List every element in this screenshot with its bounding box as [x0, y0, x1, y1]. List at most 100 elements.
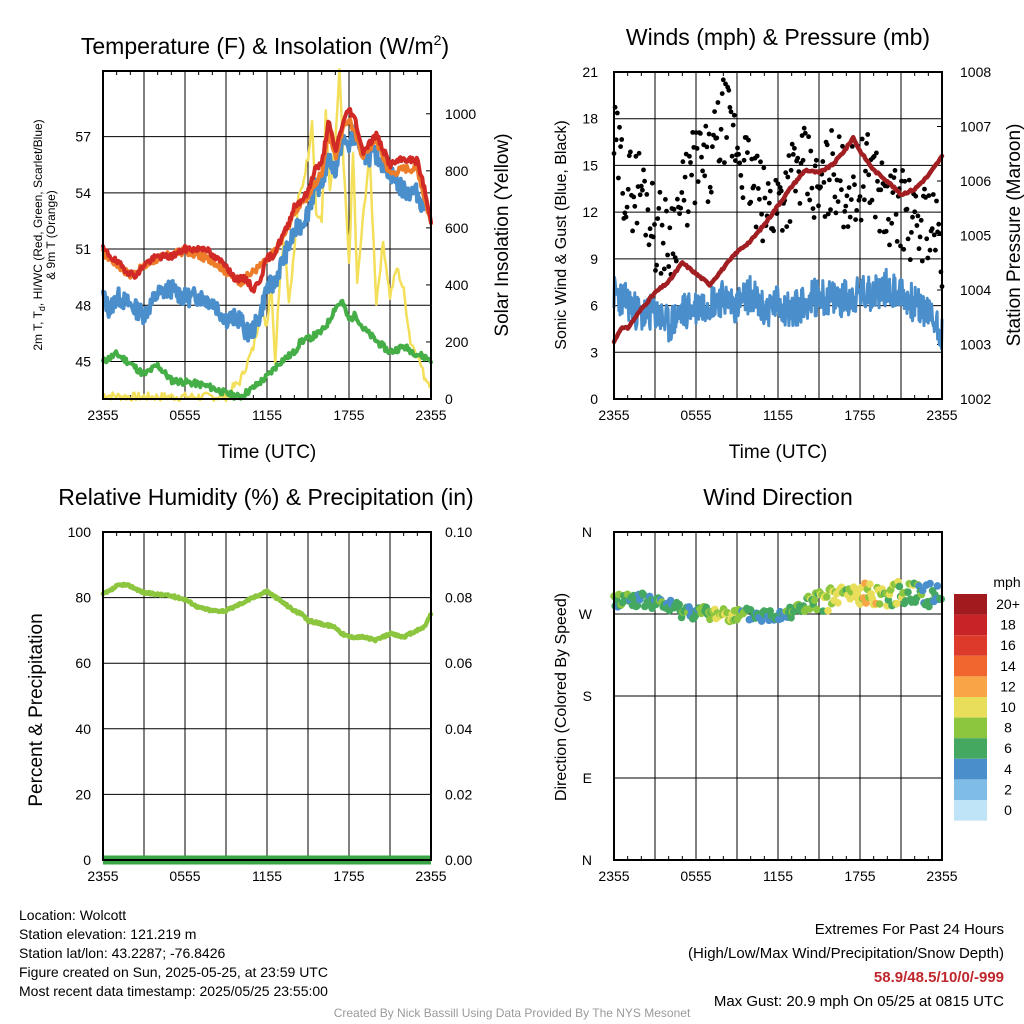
gust-point — [637, 192, 643, 198]
wind-yright-tick-label: 1005 — [960, 228, 991, 244]
direction-point — [862, 599, 870, 607]
wind-yright-tick-label: 1006 — [960, 173, 991, 189]
gust-point — [848, 197, 854, 203]
direction-point — [926, 579, 934, 588]
gust-point — [788, 167, 794, 173]
wind-y-tick-label: 9 — [590, 251, 598, 267]
winds-pressure-panel: 2355 0555 1155 1755 235503691215182110021003… — [553, 24, 1024, 463]
gust-point — [810, 206, 816, 212]
gust-point — [775, 181, 781, 187]
temp-x-label: Time (UTC) — [218, 442, 317, 463]
temp-yright-tick-label: 600 — [445, 220, 469, 236]
dir-border — [613, 531, 943, 861]
temp-y-label: 2m T, Td, HI/WC (Red, Green, Scarlet/Blu… — [31, 119, 47, 350]
dir-y-tick-label: E — [583, 770, 592, 786]
gust-point — [833, 210, 839, 216]
rh-x-tick-label: 0555 — [169, 868, 200, 884]
gust-point — [807, 197, 813, 203]
gust-point — [847, 214, 853, 220]
gust-point — [645, 207, 651, 213]
legend-label: 4 — [1004, 761, 1012, 777]
legend-label: 2 — [1004, 781, 1012, 797]
gust-point — [933, 247, 938, 253]
humidity-line — [100, 581, 434, 644]
legend-swatch — [954, 779, 987, 800]
gust-point — [640, 187, 645, 193]
gust-point — [891, 175, 897, 181]
legend-label: 18 — [1000, 617, 1016, 633]
gust-point — [722, 160, 727, 166]
gust-point — [633, 153, 639, 159]
gust-point — [902, 178, 908, 184]
gust-point — [689, 172, 694, 178]
gust-point — [869, 197, 875, 203]
gust-point — [694, 146, 700, 151]
gust-point — [892, 168, 898, 173]
gust-point — [852, 182, 857, 188]
gust-point — [620, 191, 626, 196]
gust-point — [654, 262, 659, 268]
gust-point — [853, 217, 858, 223]
gust-point — [783, 170, 789, 176]
legend-swatch — [954, 614, 987, 636]
max-gust-text: Max Gust: 20.9 mph On 05/25 at 0815 UTC — [713, 993, 1004, 1010]
gust-point — [800, 157, 806, 163]
gust-point — [849, 144, 855, 149]
dir-x-tick-label: 1155 — [763, 868, 793, 884]
gust-point — [646, 242, 652, 248]
gust-point — [731, 112, 737, 118]
recent-data-text: Most recent data timestamp: 2025/05/25 2… — [19, 983, 328, 999]
gust-point — [759, 211, 764, 217]
gust-point — [906, 177, 912, 183]
rh-yright-tick-label: 0.06 — [445, 655, 472, 671]
sonic-wind-line — [612, 267, 944, 351]
gust-point — [808, 148, 814, 154]
gust-point — [706, 131, 712, 137]
gust-point — [937, 231, 943, 237]
gust-point — [760, 238, 766, 244]
temp-yright-tick-label: 400 — [445, 277, 469, 293]
gust-point — [863, 168, 868, 174]
gust-point — [774, 211, 780, 217]
dir-x-tick-label: 0555 — [680, 868, 711, 884]
gust-point — [785, 174, 791, 180]
rh-y-tick-label: 0 — [83, 852, 91, 868]
gust-point — [679, 190, 685, 195]
wind-yright-label: Station Pressure (Maroon) — [1004, 124, 1024, 347]
gust-point — [822, 214, 828, 219]
gust-point — [900, 168, 905, 173]
rh-x-tick-label: 1755 — [333, 868, 364, 884]
gust-point — [746, 137, 751, 143]
gust-point — [681, 197, 687, 203]
legend-label: 16 — [1000, 637, 1016, 653]
gust-point — [809, 185, 815, 191]
dir-y-tick-label: W — [579, 606, 593, 622]
temp-x-tick-label: 1755 — [333, 407, 364, 423]
gust-point — [797, 201, 803, 206]
gust-point — [827, 177, 832, 183]
extremes-info: Extremes For Past 24 Hours (High/Low/Max… — [688, 918, 1004, 1014]
legend-swatch — [954, 738, 987, 759]
direction-point — [904, 588, 912, 596]
gust-point — [618, 144, 623, 150]
legend-swatch — [954, 697, 987, 718]
wind-y-tick-label: 3 — [590, 344, 598, 360]
temp-y-tick-label: 45 — [75, 354, 91, 370]
gust-point — [715, 100, 721, 105]
gust-point — [663, 197, 668, 202]
temp-yright-tick-label: 0 — [445, 391, 453, 407]
gust-point — [739, 185, 745, 190]
dir-y-tick-label: N — [582, 524, 592, 540]
gust-point — [890, 190, 896, 196]
gust-point — [784, 224, 790, 230]
rh-y-tick-label: 20 — [75, 786, 91, 802]
legend-swatch — [954, 758, 987, 780]
gust-point — [729, 153, 735, 159]
dir-x-tick-label: 2355 — [926, 868, 957, 884]
gust-point — [856, 197, 862, 203]
gust-point — [705, 199, 711, 205]
gust-point — [649, 180, 655, 186]
temp-yright-tick-label: 1000 — [445, 106, 476, 122]
temp-x-tick-label: 0555 — [169, 407, 200, 423]
